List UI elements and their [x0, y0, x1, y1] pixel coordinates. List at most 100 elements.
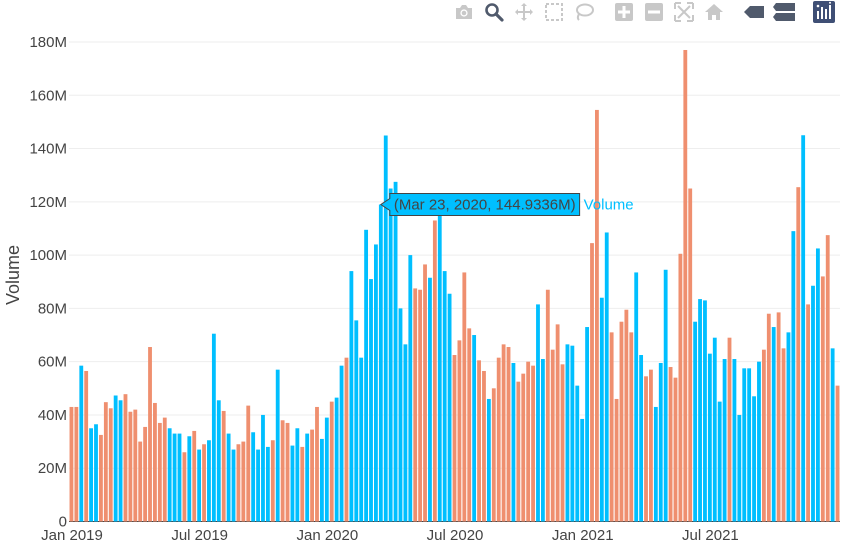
- bar-up[interactable]: [393, 181, 398, 522]
- bar-down[interactable]: [614, 398, 619, 522]
- bar-down[interactable]: [285, 422, 290, 522]
- zoom-in-icon[interactable]: [612, 0, 636, 24]
- bar-up[interactable]: [403, 344, 408, 522]
- bar-down[interactable]: [84, 370, 89, 522]
- bar-down[interactable]: [432, 220, 437, 522]
- bar-down[interactable]: [595, 109, 599, 522]
- bar-up[interactable]: [428, 277, 432, 522]
- bar-up[interactable]: [747, 368, 752, 522]
- bar-down[interactable]: [477, 360, 481, 522]
- bar-down[interactable]: [202, 444, 206, 522]
- bar-down[interactable]: [108, 408, 113, 522]
- bar-up[interactable]: [698, 299, 702, 522]
- bar-down[interactable]: [462, 272, 467, 522]
- bar-up[interactable]: [207, 440, 211, 522]
- bar-down[interactable]: [182, 452, 187, 522]
- bar-down[interactable]: [148, 347, 152, 522]
- bar-up[interactable]: [79, 365, 84, 522]
- bar-up[interactable]: [653, 406, 658, 522]
- bar-up[interactable]: [374, 244, 378, 522]
- bar-up[interactable]: [359, 357, 364, 522]
- bar-up[interactable]: [197, 449, 202, 522]
- bar-down[interactable]: [521, 373, 526, 522]
- bar-down[interactable]: [806, 304, 810, 522]
- bar-down[interactable]: [99, 434, 103, 522]
- bar-up[interactable]: [472, 335, 477, 522]
- bar-up[interactable]: [319, 438, 324, 522]
- bar-down[interactable]: [820, 276, 825, 522]
- bar-up[interactable]: [216, 400, 221, 522]
- bar-down[interactable]: [609, 332, 614, 522]
- bar-down[interactable]: [423, 264, 427, 522]
- bar-down[interactable]: [69, 406, 74, 522]
- bar-up[interactable]: [261, 414, 265, 522]
- bar-up[interactable]: [339, 365, 344, 522]
- bar-up[interactable]: [604, 232, 609, 522]
- bar-down[interactable]: [221, 410, 226, 522]
- zoom-icon[interactable]: [482, 0, 506, 24]
- hover-compare-icon[interactable]: [772, 0, 796, 24]
- bar-up[interactable]: [265, 446, 270, 522]
- bar-up[interactable]: [658, 363, 663, 522]
- bar-up[interactable]: [712, 337, 717, 522]
- bar-up[interactable]: [388, 188, 393, 522]
- bar-down[interactable]: [157, 422, 162, 522]
- bar-up[interactable]: [290, 445, 295, 522]
- home-icon[interactable]: [702, 0, 726, 24]
- bar-down[interactable]: [629, 332, 634, 522]
- bar-up[interactable]: [94, 424, 98, 522]
- bar-down[interactable]: [501, 344, 506, 522]
- bar-down[interactable]: [246, 405, 251, 522]
- bar-up[interactable]: [442, 271, 447, 522]
- bar-down[interactable]: [467, 328, 472, 522]
- bar-down[interactable]: [162, 417, 167, 522]
- bar-up[interactable]: [786, 332, 791, 522]
- bar-up[interactable]: [383, 135, 388, 522]
- autoscale-icon[interactable]: [672, 0, 696, 24]
- bar-down[interactable]: [531, 365, 535, 522]
- bar-down[interactable]: [310, 429, 314, 522]
- bar-up[interactable]: [167, 428, 172, 522]
- plotly-logo-icon[interactable]: [812, 0, 836, 24]
- bar-down[interactable]: [683, 49, 688, 522]
- bar-up[interactable]: [305, 433, 310, 522]
- bar-up[interactable]: [398, 308, 403, 522]
- bar-down[interactable]: [236, 444, 241, 522]
- bar-down[interactable]: [300, 446, 305, 522]
- bar-down[interactable]: [526, 361, 531, 522]
- bar-up[interactable]: [737, 414, 742, 522]
- bar-up[interactable]: [815, 248, 820, 522]
- bar-up[interactable]: [811, 285, 815, 522]
- bar-down[interactable]: [545, 289, 550, 522]
- bar-down[interactable]: [491, 388, 496, 522]
- bar-down[interactable]: [103, 402, 108, 522]
- bar-down[interactable]: [138, 441, 143, 522]
- box-select-icon[interactable]: [542, 0, 566, 24]
- bar-up[interactable]: [231, 449, 236, 522]
- bar-up[interactable]: [113, 395, 118, 522]
- bar-down[interactable]: [418, 289, 423, 522]
- bar-down[interactable]: [153, 402, 157, 522]
- bar-up[interactable]: [177, 433, 182, 522]
- bar-up[interactable]: [575, 385, 580, 522]
- bar-up[interactable]: [703, 300, 707, 522]
- bar-up[interactable]: [89, 428, 94, 522]
- bar-down[interactable]: [649, 369, 653, 522]
- bar-up[interactable]: [226, 433, 231, 522]
- bar-up[interactable]: [364, 229, 369, 522]
- bar-down[interactable]: [133, 409, 138, 522]
- bar-down[interactable]: [482, 370, 486, 522]
- bar-up[interactable]: [791, 231, 796, 522]
- bar-down[interactable]: [825, 235, 830, 522]
- hover-closest-icon[interactable]: [742, 0, 766, 24]
- bar-up[interactable]: [717, 401, 722, 522]
- bar-down[interactable]: [644, 376, 648, 522]
- zoom-out-icon[interactable]: [642, 0, 666, 24]
- bar-down[interactable]: [776, 312, 781, 522]
- bar-down[interactable]: [796, 187, 801, 522]
- bar-down[interactable]: [315, 406, 319, 522]
- bar-up[interactable]: [275, 369, 280, 522]
- bar-down[interactable]: [413, 288, 418, 522]
- bar-up[interactable]: [486, 398, 491, 522]
- bar-up[interactable]: [732, 359, 737, 522]
